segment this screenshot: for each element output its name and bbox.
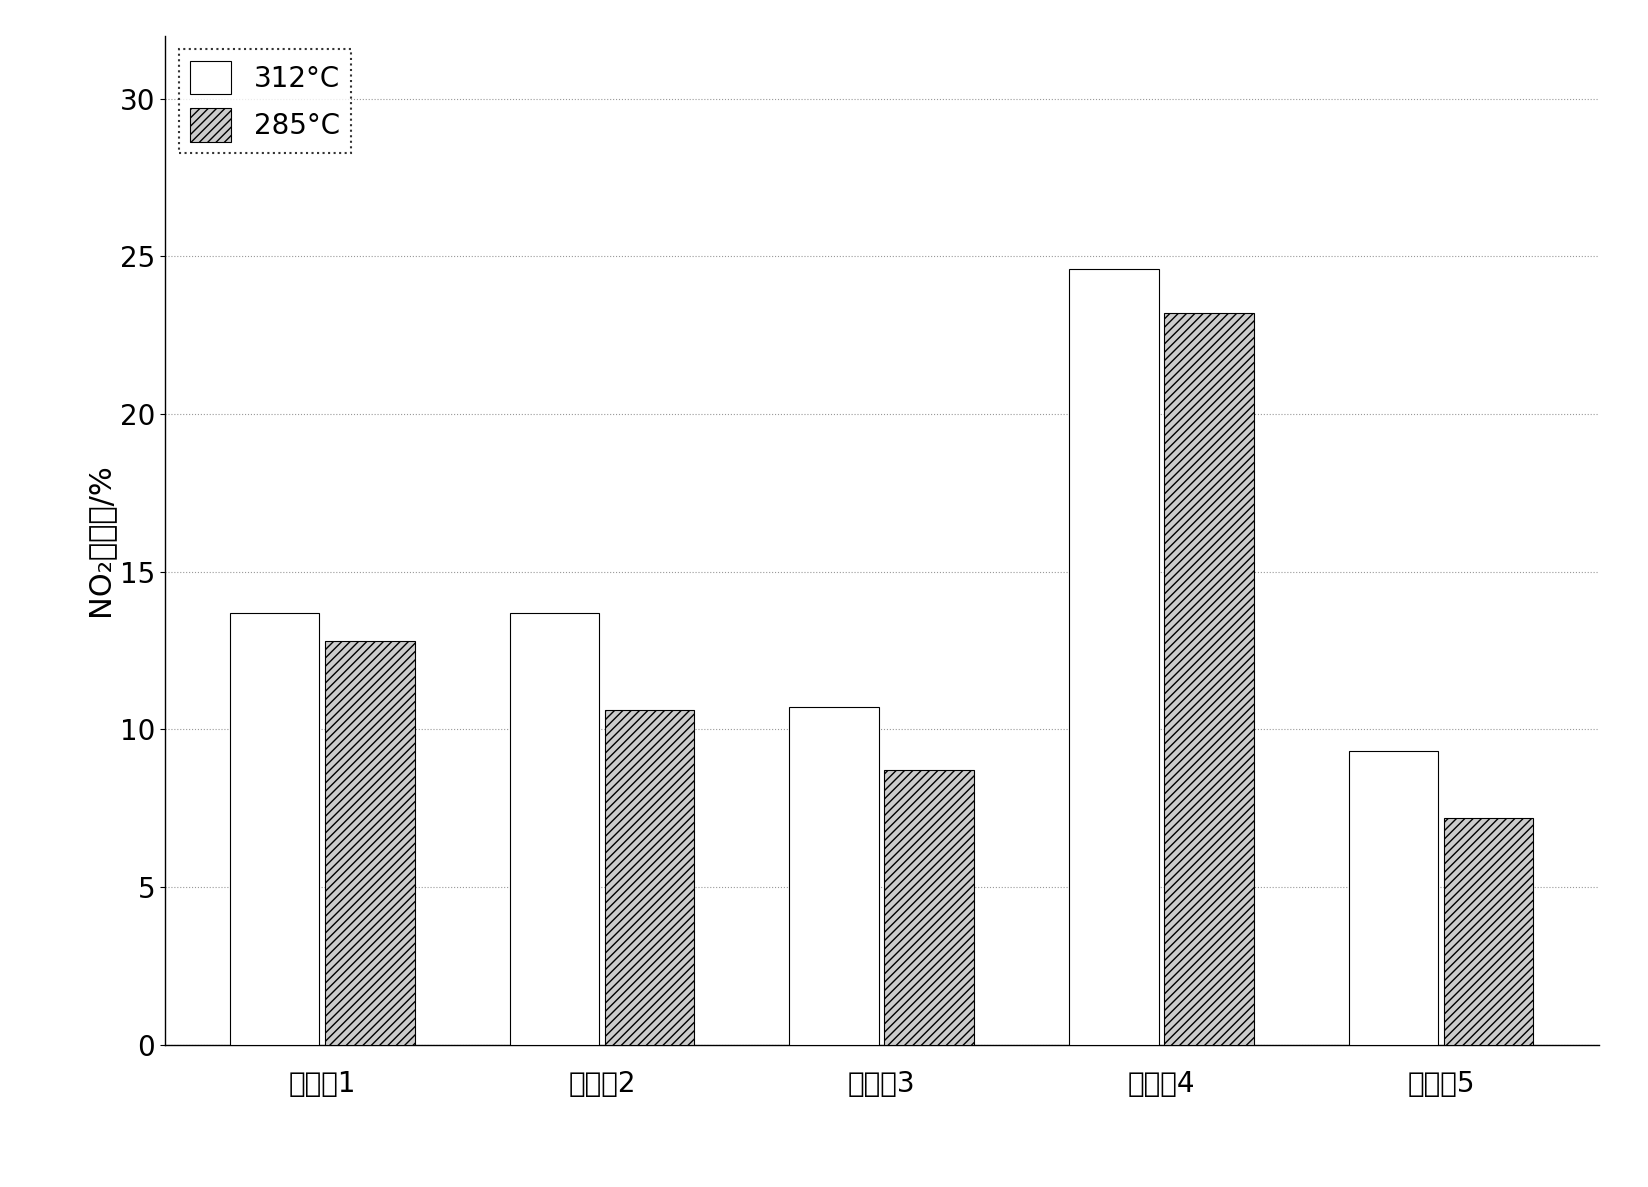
- Bar: [325, 641, 415, 1045]
- Bar: [1070, 269, 1159, 1045]
- Bar: [1163, 313, 1254, 1045]
- Bar: [789, 707, 878, 1045]
- Bar: [885, 770, 974, 1045]
- Bar: [509, 612, 600, 1045]
- Bar: [1444, 818, 1533, 1045]
- Legend: 312°C, 285°C: 312°C, 285°C: [178, 50, 351, 153]
- Bar: [605, 710, 694, 1045]
- Bar: [1348, 751, 1439, 1045]
- Bar: [231, 612, 320, 1045]
- Y-axis label: NO₂形成率/%: NO₂形成率/%: [86, 464, 114, 616]
